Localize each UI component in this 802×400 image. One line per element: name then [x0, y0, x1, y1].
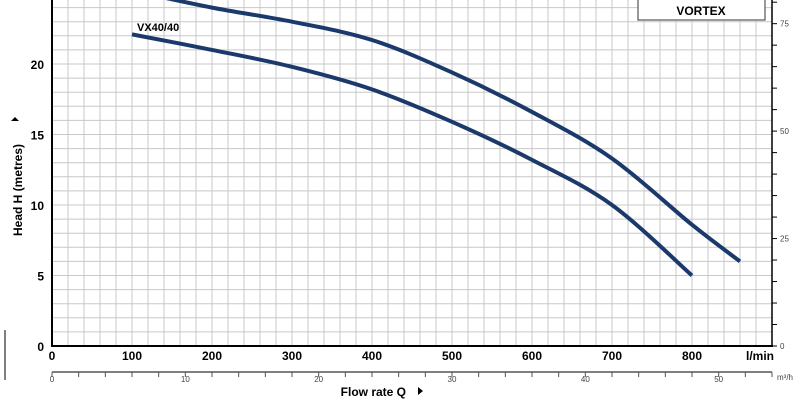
x-unit-label: l/min: [746, 349, 774, 363]
x-tick-label: 800: [682, 349, 702, 363]
y-tick-label: 0: [37, 340, 44, 354]
x-tick-label: 200: [202, 349, 222, 363]
x-tick-label: 400: [362, 349, 382, 363]
y-axis-arrow-icon: [11, 117, 19, 121]
x2-tick-label: 30: [448, 375, 457, 384]
y2-tick-label: 0: [780, 342, 785, 351]
y-tick-label: 10: [31, 199, 45, 213]
series-line-1: [131, 32, 694, 278]
grid: [51, 0, 773, 347]
series-line-0: [165, 0, 742, 263]
x-tick-label: 100: [122, 349, 142, 363]
y-tick-label: 5: [37, 270, 44, 284]
series-label-vx40-40: VX40/40: [137, 22, 179, 34]
x-tick-label: 500: [442, 349, 462, 363]
x-axis-arrow-icon: [418, 387, 423, 395]
x-tick-label: 700: [602, 349, 622, 363]
y2-tick-label: 75: [780, 20, 789, 29]
x2-unit-label: m³/h: [777, 373, 793, 382]
y-tick-label: 15: [31, 129, 45, 143]
y-axis-title: Head H (metres): [11, 144, 25, 236]
x2-tick-label: 0: [50, 375, 55, 384]
x2-tick-label: 20: [314, 375, 323, 384]
x2-tick-label: 50: [714, 375, 723, 384]
x-tick-label: 600: [522, 349, 542, 363]
x-tick-label: 0: [49, 349, 56, 363]
x-axis-title: Flow rate Q: [341, 385, 406, 399]
series: [131, 0, 742, 278]
x-tick-label: 300: [282, 349, 302, 363]
y2-tick-label: 50: [780, 127, 789, 136]
x2-tick-label: 10: [181, 375, 190, 384]
legend-box: [637, 0, 766, 21]
x2-tick-label: 40: [581, 375, 590, 384]
y2-tick-label: 25: [780, 235, 789, 244]
legend-text: VORTEX: [676, 4, 725, 18]
y-tick-label: 20: [31, 58, 45, 72]
